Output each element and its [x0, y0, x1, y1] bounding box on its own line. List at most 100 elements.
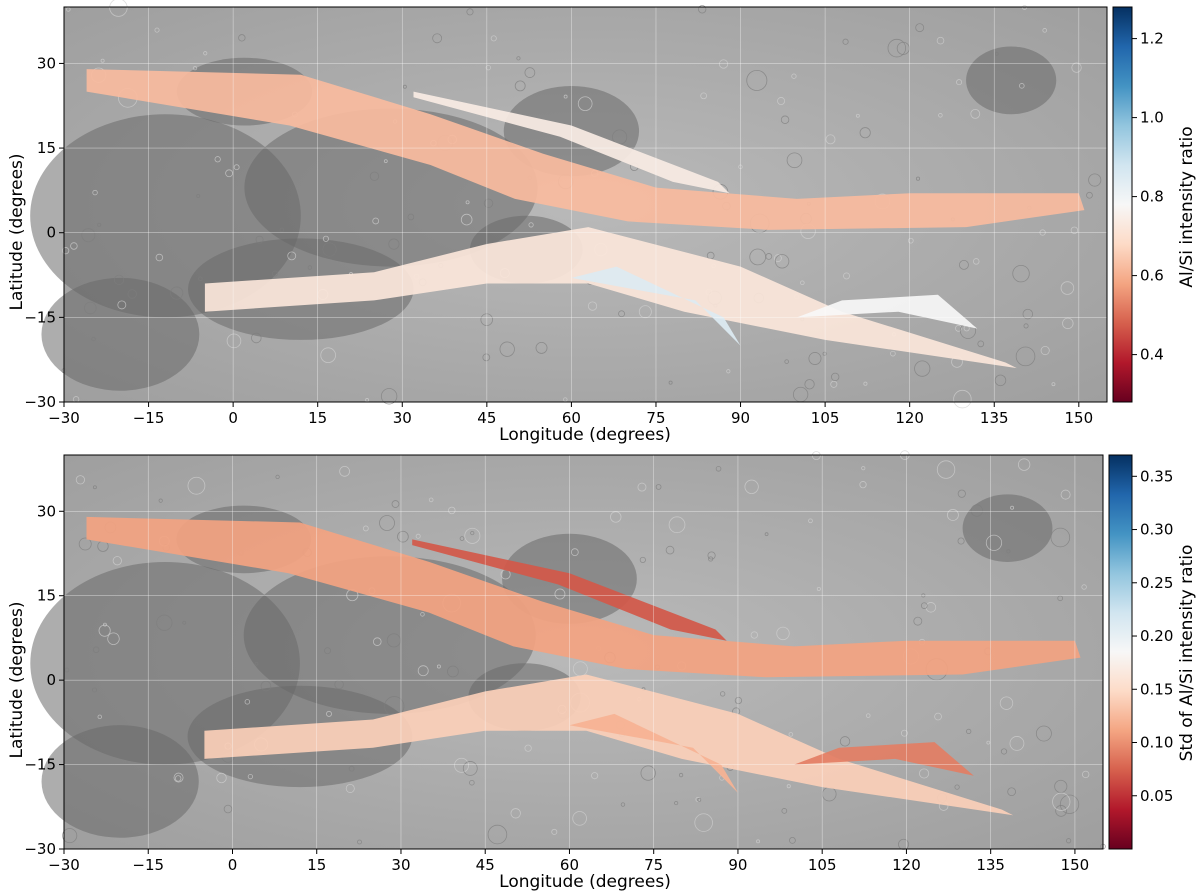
y-tick-label: 15: [37, 587, 56, 605]
colorbar-tick-label: 0.05: [1140, 787, 1173, 805]
crater: [460, 213, 473, 226]
x-tick-label: 105: [808, 856, 837, 874]
crater: [695, 796, 701, 802]
crater: [1000, 748, 1008, 755]
crater: [271, 270, 278, 277]
crater: [1060, 489, 1071, 500]
crater: [510, 808, 521, 819]
crater: [251, 332, 262, 344]
x-tick-label: 135: [980, 409, 1009, 427]
crater: [524, 744, 532, 752]
crater: [638, 305, 652, 319]
crater: [1035, 725, 1052, 742]
crater: [765, 253, 773, 260]
crater: [1042, 28, 1048, 33]
crater: [955, 324, 962, 332]
crater: [524, 67, 536, 78]
crater: [1050, 527, 1071, 548]
crater: [1054, 779, 1068, 793]
crater: [610, 511, 622, 523]
y-axis-label: Latitude (degrees): [7, 153, 27, 310]
mare-region: [966, 46, 1057, 115]
crater: [225, 169, 233, 178]
crater: [127, 289, 137, 299]
crater: [563, 94, 568, 99]
crater: [970, 109, 981, 119]
crater: [959, 259, 969, 270]
crater: [715, 466, 722, 472]
crater: [563, 397, 568, 402]
crater: [914, 360, 931, 377]
crater: [198, 276, 203, 281]
crater: [744, 479, 759, 494]
x-tick-label: 30: [391, 856, 410, 874]
colorbar-tick-label: 0.10: [1140, 734, 1173, 752]
crater: [247, 774, 253, 780]
crater: [811, 451, 821, 461]
crater: [415, 533, 421, 539]
crater: [938, 113, 943, 118]
crater: [113, 274, 125, 285]
crater: [808, 352, 822, 365]
crater: [674, 800, 679, 806]
map-panel-bottom: −30 −15 0 15 30 45 60 75 90 105 120 135 150 −30 −15 0 1…: [7, 450, 1197, 892]
crater: [1055, 805, 1067, 817]
colorbar-gradient: [1108, 454, 1133, 850]
crater: [307, 265, 313, 270]
crater: [915, 23, 925, 33]
swath-B: [204, 227, 1017, 369]
crater: [447, 665, 459, 678]
crater: [62, 247, 70, 255]
crater: [383, 159, 388, 164]
crater: [373, 637, 382, 646]
crater: [957, 537, 965, 545]
x-tick-label: 120: [892, 856, 921, 874]
crater: [720, 691, 726, 697]
y-tick-label: 0: [46, 671, 56, 689]
crater: [830, 380, 838, 388]
colorbar-tick-label: 0.35: [1140, 467, 1173, 485]
crater: [1015, 346, 1036, 367]
crater: [465, 200, 470, 205]
crater: [470, 531, 475, 536]
crater: [535, 341, 548, 354]
crater: [156, 614, 173, 631]
swath-E: [796, 294, 978, 329]
x-tick-label: 75: [644, 856, 663, 874]
crater: [1086, 191, 1093, 199]
crater: [365, 398, 370, 402]
crater: [678, 772, 684, 778]
y-tick-label: 0: [46, 224, 56, 242]
crater: [839, 736, 851, 747]
crater: [420, 612, 425, 617]
map-panel-top: −30 −15 0 15 30 45 60 75 90 105 120 135 150 −30 −15 0 1…: [7, 0, 1197, 445]
crater: [1066, 838, 1072, 844]
crater: [986, 740, 991, 745]
crater: [226, 333, 242, 349]
colorbar-tick-label: 0.6: [1140, 267, 1164, 285]
crater: [483, 198, 494, 209]
crater: [1022, 308, 1034, 320]
crater: [822, 351, 827, 356]
crater: [900, 729, 908, 737]
crater: [697, 797, 702, 802]
crater: [107, 632, 120, 645]
crater: [639, 556, 646, 564]
crater: [448, 506, 456, 515]
crater: [999, 696, 1014, 710]
crater: [380, 388, 398, 405]
crater: [244, 699, 251, 705]
crater: [816, 586, 821, 592]
crater: [499, 341, 515, 357]
colorbar-label: Std of Al/Si intensity ratio: [1177, 545, 1197, 762]
crater: [913, 616, 923, 626]
mare-region: [41, 277, 200, 391]
colorbar-gradient: [1112, 6, 1133, 403]
crater: [1017, 458, 1031, 471]
crater: [786, 152, 803, 169]
crater: [915, 176, 921, 181]
crater: [694, 813, 713, 832]
crater: [216, 772, 227, 784]
crater: [260, 680, 272, 692]
